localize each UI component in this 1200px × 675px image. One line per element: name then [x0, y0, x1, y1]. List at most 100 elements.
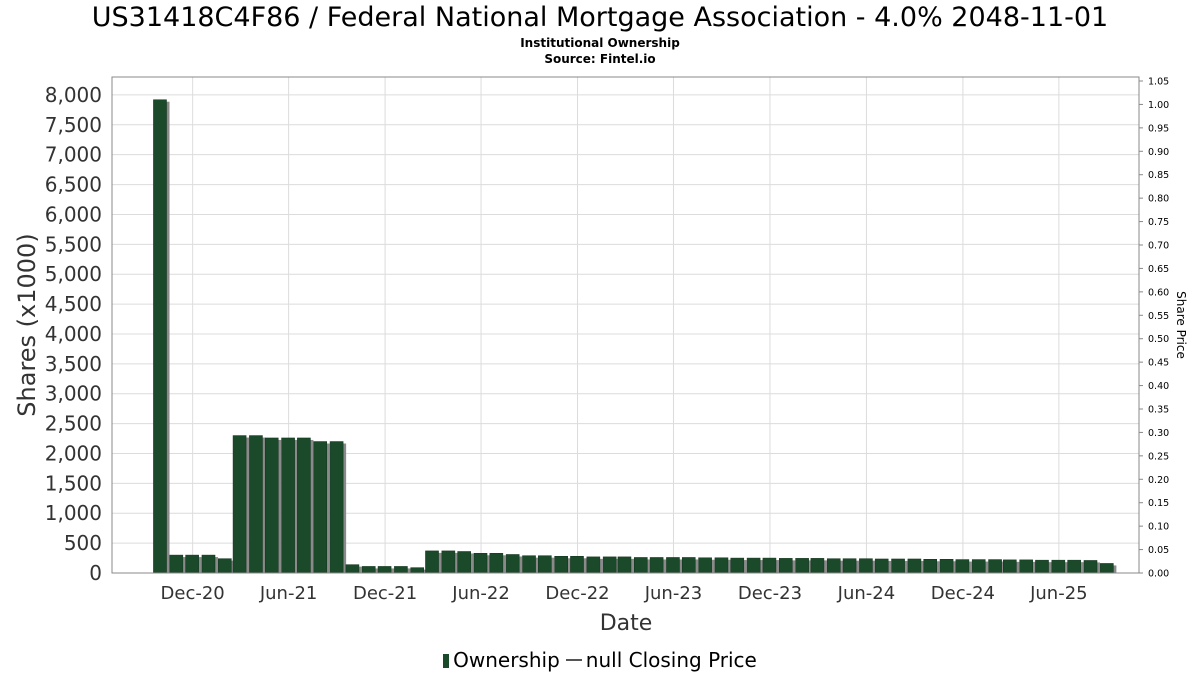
x-tick-label: Jun-21 — [259, 583, 318, 604]
y-tick-label: 7,000 — [45, 143, 102, 167]
y2-tick-label: 0.50 — [1148, 334, 1169, 345]
ownership-bar — [361, 566, 376, 574]
x-tick-label: Jun-25 — [1029, 583, 1088, 604]
ownership-bar — [746, 557, 761, 574]
ownership-bar — [377, 566, 392, 574]
ownership-bar — [681, 557, 696, 574]
ownership-bar — [522, 555, 536, 574]
x-tick-label: Dec-22 — [545, 583, 609, 604]
chart-subtitle: Institutional Ownership — [520, 36, 680, 50]
y2-tick-label: 0.00 — [1148, 569, 1169, 580]
ownership-bar — [249, 435, 263, 574]
y2-tick-label: 0.35 — [1148, 405, 1169, 416]
ownership-bar — [874, 558, 889, 574]
x-tick-label: Dec-24 — [931, 583, 995, 604]
ownership-bar — [153, 99, 167, 574]
ownership-bar — [538, 555, 552, 574]
ownership-bar — [313, 441, 328, 574]
x-tick-label: Jun-24 — [837, 583, 896, 604]
ownership-bar — [1083, 560, 1098, 574]
ownership-bar — [425, 550, 439, 574]
ownership-bar — [907, 558, 922, 574]
ownership-bar — [649, 557, 664, 574]
y2-tick-label: 1.00 — [1148, 100, 1169, 111]
y2-tick-label: 0.95 — [1148, 123, 1169, 134]
ownership-bar — [714, 557, 729, 574]
ownership-bar — [1051, 559, 1066, 574]
x-tick-label: Dec-21 — [353, 583, 417, 604]
ownership-bar — [218, 558, 232, 574]
ownership-bar — [473, 553, 488, 574]
y-tick-label: 4,500 — [45, 292, 102, 316]
ownership-bar — [1067, 559, 1081, 574]
ownership-bar — [232, 435, 247, 574]
plot-frame — [111, 76, 1140, 574]
ownership-bar — [185, 554, 199, 574]
ownership-bar — [955, 559, 970, 574]
legend-ownership-label: Ownership — [453, 648, 560, 672]
ownership-bar — [441, 550, 456, 574]
ownership-bar — [201, 554, 216, 574]
ownership-bar — [394, 566, 408, 574]
y-tick-label: 2,500 — [45, 412, 102, 436]
y-tick-label: 2,000 — [45, 441, 102, 465]
y2-tick-label: 0.60 — [1148, 287, 1169, 298]
legend-price-label: null Closing Price — [585, 648, 757, 672]
y2-tick-label: 0.70 — [1148, 241, 1169, 252]
ownership-bar — [489, 553, 504, 574]
y2-tick-label: 0.25 — [1148, 451, 1169, 462]
y2-tick-label: 0.15 — [1148, 498, 1169, 509]
y2-tick-label: 0.05 — [1148, 545, 1169, 556]
y2-tick-label: 0.90 — [1148, 147, 1169, 158]
y2-tick-label: 0.75 — [1148, 217, 1169, 228]
ownership-bar — [859, 558, 873, 574]
x-tick-label: Jun-23 — [644, 583, 703, 604]
y2-tick-label: 0.30 — [1148, 428, 1169, 439]
y-tick-label: 5,000 — [45, 262, 102, 286]
ownership-bar — [1035, 559, 1049, 574]
y-tick-label: 6,500 — [45, 173, 102, 197]
ownership-bar — [778, 558, 793, 574]
ownership-bar — [923, 559, 938, 574]
chart-title: US31418C4F86 / Federal National Mortgage… — [91, 2, 1109, 33]
y2-tick-label: 0.20 — [1148, 475, 1169, 486]
ownership-bar — [634, 557, 648, 574]
ownership-bar — [939, 559, 954, 574]
y-tick-label: 500 — [64, 531, 102, 555]
y2-tick-label: 0.85 — [1148, 170, 1169, 181]
y-tick-label: 0 — [89, 561, 102, 585]
ownership-bar — [698, 557, 712, 574]
y-tick-label: 1,000 — [45, 501, 102, 525]
ownership-bar — [1100, 563, 1114, 574]
ownership-bar — [281, 437, 295, 574]
ownership-bar — [971, 559, 986, 574]
y-tick-label: 3,500 — [45, 352, 102, 376]
y2-tick-label: 0.10 — [1148, 522, 1169, 533]
ownership-legend-swatch — [443, 654, 450, 668]
y-tick-label: 3,000 — [45, 382, 102, 406]
ownership-bar — [826, 558, 841, 574]
y2-tick-label: 0.40 — [1148, 381, 1169, 392]
ownership-bar — [457, 551, 471, 574]
ownership-bar — [730, 557, 745, 574]
price-legend-line — [565, 659, 582, 661]
y-tick-label: 1,500 — [45, 471, 102, 495]
y-tick-label: 4,000 — [45, 322, 102, 346]
ownership-bar — [762, 557, 777, 574]
y-axis-title: Shares (x1000) — [13, 233, 41, 416]
ownership-bar — [169, 554, 184, 574]
ownership-bar — [1019, 559, 1033, 574]
y2-tick-label: 0.45 — [1148, 358, 1169, 369]
y2-axis-title: Share Price — [1174, 291, 1188, 359]
y2-tick-label: 0.80 — [1148, 194, 1169, 205]
ownership-bar — [666, 557, 680, 574]
ownership-bar — [570, 556, 584, 574]
y-tick-label: 6,000 — [45, 202, 102, 226]
ownership-bar — [345, 564, 360, 574]
ownership-bar — [810, 558, 825, 574]
y2-tick-label: 0.55 — [1148, 311, 1169, 322]
ownership-bar — [554, 556, 568, 574]
ownership-bar — [505, 554, 520, 574]
ownership-bar — [891, 558, 905, 574]
